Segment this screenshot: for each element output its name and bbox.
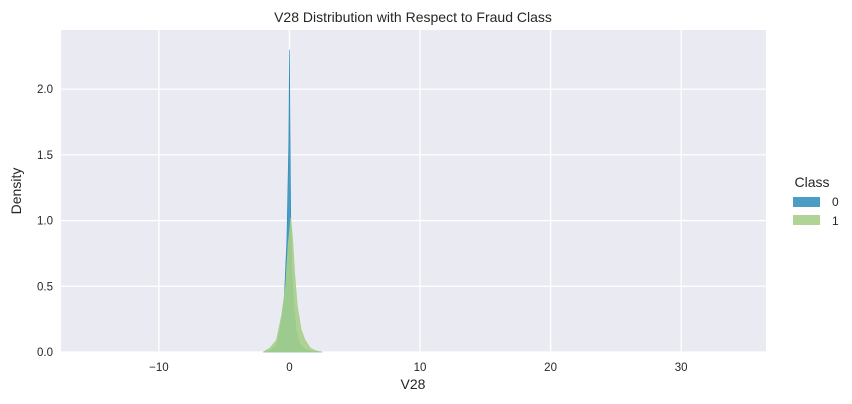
density-areas: [262, 49, 323, 353]
y-tick-label: 1.5: [37, 150, 53, 162]
y-axis-label: Density: [8, 168, 24, 215]
x-tick-label: 30: [675, 362, 688, 374]
density-area-class-1: [262, 217, 323, 353]
chart-title: V28 Distribution with Respect to Fraud C…: [274, 9, 552, 25]
y-tick-label: 2.0: [37, 84, 53, 96]
legend: Class 0 1: [793, 174, 839, 228]
legend-label-0: 0: [832, 195, 839, 209]
x-tick-label: 20: [544, 362, 557, 374]
x-tick-label: 0: [286, 362, 292, 374]
x-axis-label: V28: [401, 376, 426, 392]
x-tick-label: 10: [414, 362, 427, 374]
legend-swatch-1: [793, 215, 820, 225]
legend-swatch-0: [793, 197, 820, 207]
y-tick-label: 1.0: [37, 216, 53, 228]
plot-background: [61, 30, 766, 352]
y-tick-label: 0.5: [37, 281, 53, 293]
x-tick-label: −10: [149, 362, 169, 374]
x-axis-ticks: −10 0 10 20 30: [149, 362, 687, 374]
gridlines: [61, 30, 766, 353]
y-axis-ticks: 0.0 0.5 1.0 1.5 2.0: [37, 84, 53, 359]
legend-title: Class: [794, 174, 829, 190]
y-tick-label: 0.0: [37, 347, 53, 359]
legend-label-1: 1: [832, 214, 839, 228]
